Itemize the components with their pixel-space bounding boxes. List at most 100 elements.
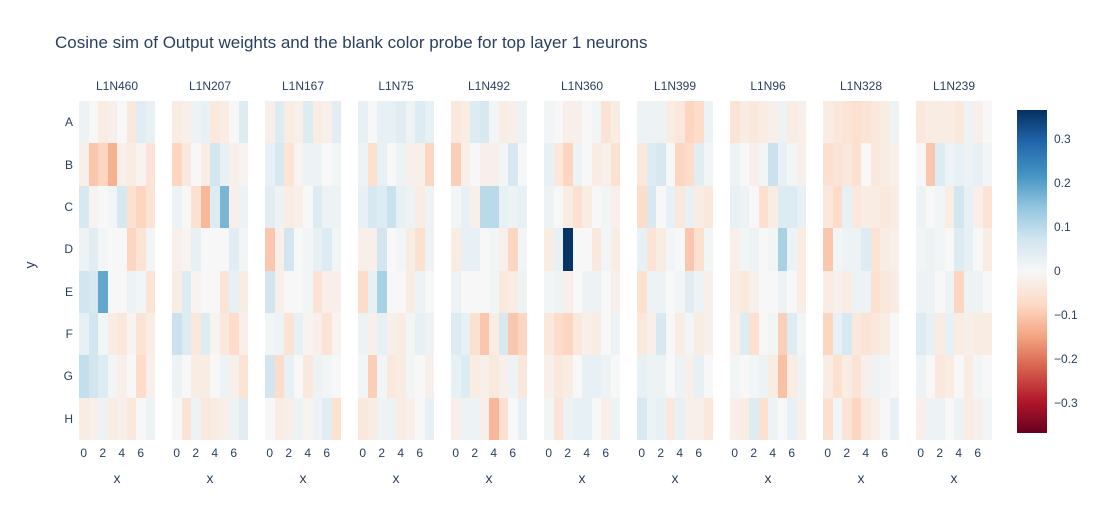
heatmap-cell — [200, 355, 210, 398]
heatmap-cell — [415, 228, 425, 271]
heatmap-cell — [870, 270, 880, 313]
heatmap-cell — [145, 397, 155, 440]
heatmap-cell — [265, 355, 275, 398]
x-tick-label: 6 — [230, 446, 238, 460]
heatmap-cell — [107, 355, 117, 398]
heatmap-L1N167[interactable] — [265, 101, 341, 440]
heatmap-cell — [730, 397, 740, 440]
heatmap-cell — [322, 185, 332, 229]
heatmap-cell — [973, 312, 983, 356]
heatmap-cell — [265, 228, 275, 271]
heatmap-cell — [563, 185, 573, 229]
heatmap-L1N328[interactable] — [823, 101, 899, 440]
heatmap-cell — [145, 355, 155, 398]
x-tick-label: 6 — [602, 446, 610, 460]
heatmap-cell — [117, 270, 127, 313]
colorbar-tick-label: 0 — [1054, 264, 1061, 278]
heatmap-cell — [563, 312, 573, 356]
heatmap-L1N492[interactable] — [451, 101, 527, 440]
heatmap-cell — [358, 312, 368, 356]
x-tick-label: 0 — [638, 446, 646, 460]
heatmap-cell — [758, 228, 768, 271]
heatmap-cell — [796, 228, 806, 271]
heatmap-cell — [777, 185, 787, 229]
heatmap-cell — [675, 397, 685, 440]
heatmap-cell — [489, 312, 499, 356]
heatmap-cell — [424, 397, 434, 440]
heatmap-cell — [591, 397, 601, 440]
heatmap-cell — [665, 228, 675, 271]
heatmap-L1N207[interactable] — [172, 101, 248, 440]
heatmap-cell — [498, 270, 508, 313]
heatmap-cell — [331, 185, 341, 229]
heatmap-cell — [832, 270, 842, 313]
heatmap-cell — [274, 270, 284, 313]
heatmap-cell — [424, 228, 434, 271]
x-tick-label: 4 — [583, 446, 591, 460]
heatmap-cell — [451, 185, 461, 229]
heatmap-cell — [553, 312, 563, 356]
heatmap-cell — [601, 228, 611, 271]
heatmap-cell — [312, 397, 322, 440]
heatmap-cell — [460, 270, 470, 313]
heatmap-cell — [656, 143, 666, 186]
heatmap-cell — [982, 143, 992, 186]
heatmap-cell — [656, 101, 666, 144]
x-tick-label: 2 — [564, 446, 572, 460]
heatmap-cell — [424, 270, 434, 313]
heatmap-cell — [79, 355, 89, 398]
heatmap-cell — [749, 185, 759, 229]
heatmap-cell — [265, 143, 275, 186]
heatmap-cell — [823, 397, 833, 440]
heatmap-L1N75[interactable] — [358, 101, 434, 440]
heatmap-cell — [238, 312, 248, 356]
heatmap-cell — [331, 270, 341, 313]
heatmap-cell — [601, 185, 611, 229]
heatmap-cell — [684, 270, 694, 313]
heatmap-cell — [219, 143, 229, 186]
heatmap-cell — [386, 312, 396, 356]
heatmap-cell — [730, 355, 740, 398]
heatmap-cell — [415, 185, 425, 229]
heatmap-cell — [367, 397, 377, 440]
heatmap-cell — [145, 312, 155, 356]
heatmap-cell — [646, 228, 656, 271]
heatmap-cell — [610, 228, 620, 271]
heatmap-cell — [694, 355, 704, 398]
heatmap-cell — [479, 355, 489, 398]
heatmap-cell — [219, 101, 229, 144]
heatmap-cell — [238, 270, 248, 313]
heatmap-cell — [758, 101, 768, 144]
heatmap-cell — [191, 270, 201, 313]
heatmap-L1N399[interactable] — [637, 101, 713, 440]
heatmap-cell — [870, 101, 880, 144]
heatmap-cell — [944, 185, 954, 229]
heatmap-cell — [229, 185, 239, 229]
heatmap-cell — [768, 101, 778, 144]
heatmap-cell — [396, 312, 406, 356]
heatmap-cell — [703, 185, 713, 229]
heatmap-cell — [498, 312, 508, 356]
heatmap-cell — [172, 228, 182, 271]
heatmap-cell — [386, 270, 396, 313]
heatmap-cell — [973, 270, 983, 313]
heatmap-cell — [358, 185, 368, 229]
heatmap-L1N360[interactable] — [544, 101, 620, 440]
heatmap-L1N96[interactable] — [730, 101, 806, 440]
heatmap-cell — [415, 397, 425, 440]
heatmap-cell — [703, 143, 713, 186]
heatmap-cell — [935, 355, 945, 398]
heatmap-L1N239[interactable] — [916, 101, 992, 440]
heatmap-cell — [553, 397, 563, 440]
heatmap-cell — [572, 185, 582, 229]
x-tick-label: 4 — [955, 446, 963, 460]
heatmap-cell — [210, 228, 220, 271]
x-tick-label: 6 — [416, 446, 424, 460]
heatmap-cell — [610, 185, 620, 229]
heatmap-cell — [312, 101, 322, 144]
heatmap-L1N460[interactable] — [79, 101, 155, 440]
heatmap-cell — [925, 101, 935, 144]
heatmap-cell — [656, 312, 666, 356]
heatmap-cell — [675, 185, 685, 229]
x-tick-label: 2 — [843, 446, 851, 460]
